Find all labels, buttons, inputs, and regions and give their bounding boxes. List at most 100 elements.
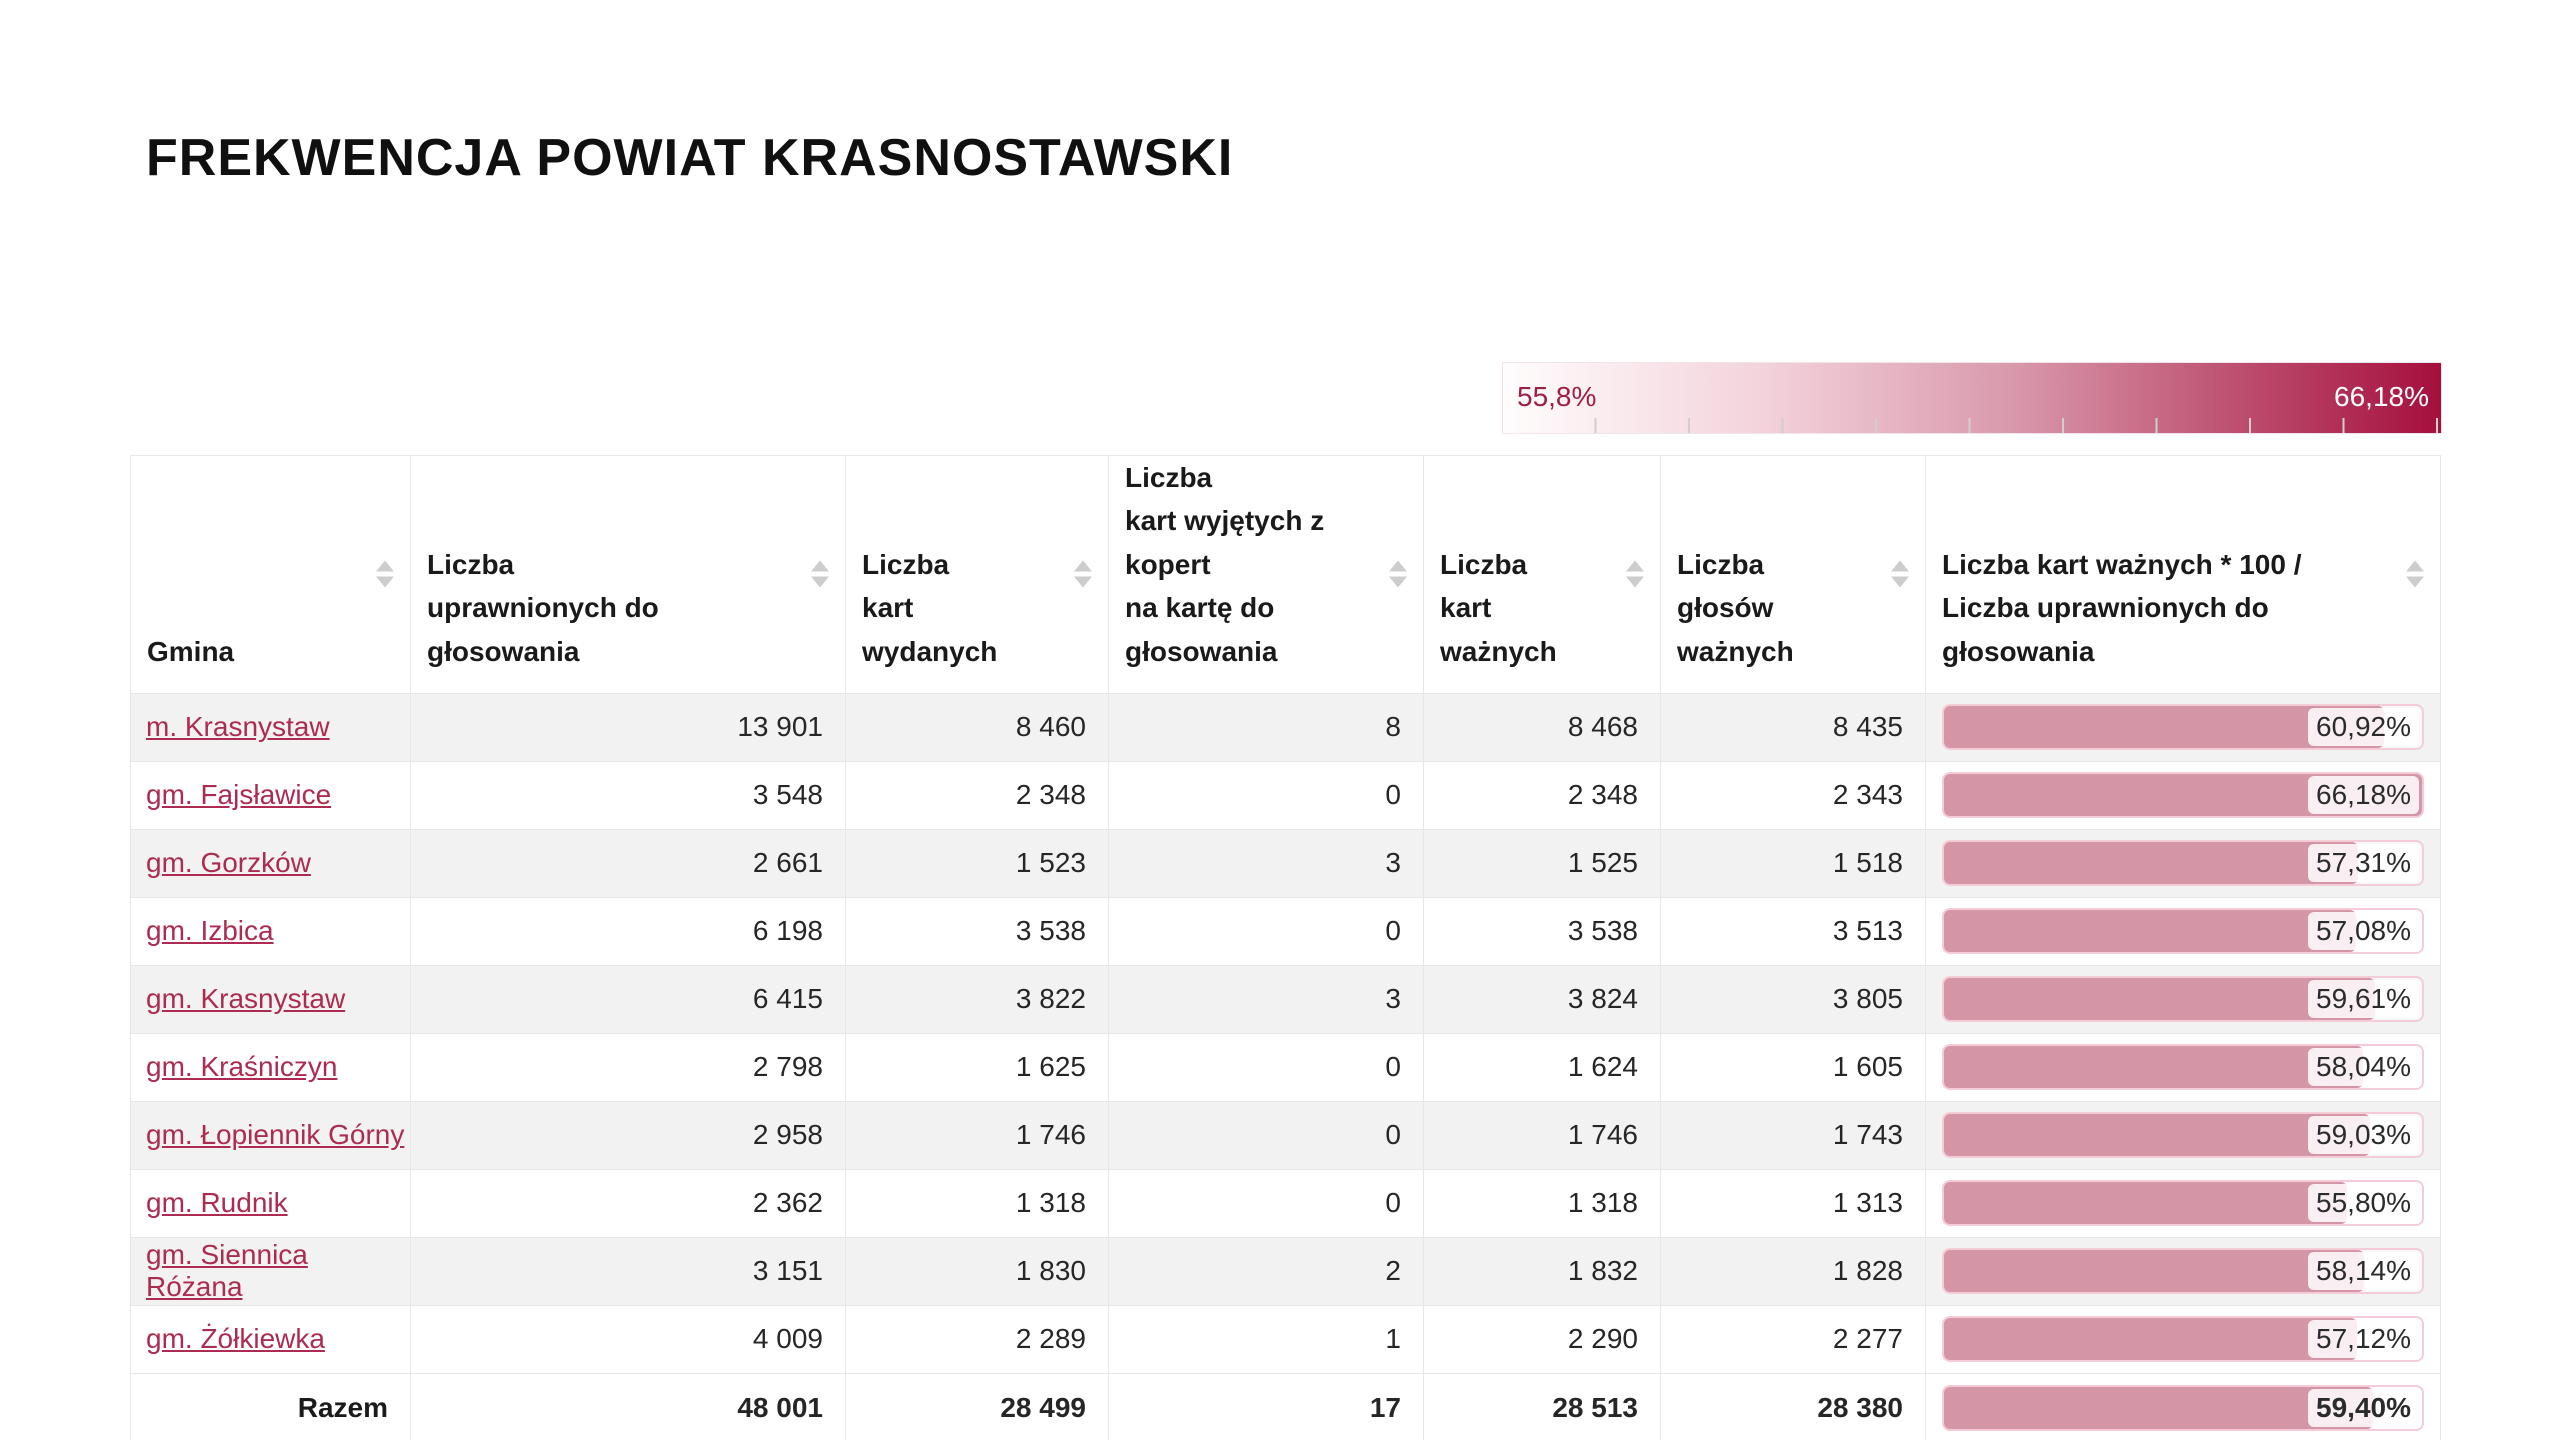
column-header-frekwencja[interactable]: Liczba kart ważnych * 100 / Liczba upraw… [1925,455,2441,694]
total-karty-wyjete: 17 [1108,1372,1424,1440]
turnout-cell: 66,18% [1925,760,2441,830]
column-header-karty-wazne[interactable]: Liczba kart ważnych [1423,455,1661,694]
gmina-link[interactable]: m. Krasnystaw [146,711,330,743]
cell-karty-wyjete: 0 [1108,1032,1424,1102]
table-row: gm. Krasnystaw 6 415 3 822 3 3 824 3 805… [130,964,2441,1034]
turnout-value-label: 57,08% [2308,912,2419,951]
sort-icon[interactable] [376,560,394,588]
cell-karty-wyjete: 0 [1108,760,1424,830]
cell-glosy-wazne: 1 605 [1660,1032,1926,1102]
turnout-cell: 57,08% [1925,896,2441,966]
cell-karty-wyjete: 0 [1108,1168,1424,1238]
sort-icon[interactable] [1891,560,1909,588]
cell-karty-wydane: 1 746 [845,1100,1109,1170]
table-row: gm. Rudnik 2 362 1 318 0 1 318 1 313 55,… [130,1168,2441,1238]
gmina-cell: gm. Krasnystaw [130,964,411,1034]
table-header-row: Gmina Liczba uprawnionych do głosowania … [130,455,2441,694]
turnout-bar-track: 58,14% [1942,1248,2424,1295]
cell-glosy-wazne: 2 277 [1660,1304,1926,1374]
cell-uprawnieni: 6 415 [410,964,846,1034]
sort-icon[interactable] [1074,560,1092,588]
gmina-cell: gm. Fajsławice [130,760,411,830]
turnout-bar-fill [1944,1387,2374,1430]
table-row: gm. Siennica Różana 3 151 1 830 2 1 832 … [130,1236,2441,1306]
column-header-uprawnieni[interactable]: Liczba uprawnionych do głosowania [410,455,846,694]
gmina-link[interactable]: gm. Gorzków [146,847,311,879]
cell-karty-wydane: 8 460 [845,692,1109,762]
cell-uprawnieni: 2 958 [410,1100,846,1170]
sort-icon[interactable] [1389,560,1407,588]
gmina-link[interactable]: gm. Żółkiewka [146,1323,325,1355]
sort-icon[interactable] [2406,560,2424,588]
cell-karty-wyjete: 1 [1108,1304,1424,1374]
gmina-cell: gm. Gorzków [130,828,411,898]
column-header-karty-wyjete[interactable]: Liczba kart wyjętych z kopert na kartę d… [1108,455,1424,694]
page-title: FREKWENCJA POWIAT KRASNOSTAWSKI [146,129,1234,187]
cell-karty-wydane: 1 830 [845,1236,1109,1306]
cell-karty-wydane: 1 625 [845,1032,1109,1102]
gmina-link[interactable]: gm. Krasnystaw [146,983,346,1015]
turnout-cell: 58,04% [1925,1032,2441,1102]
gmina-link[interactable]: gm. Izbica [146,915,274,947]
turnout-value-label: 59,40% [2308,1389,2419,1428]
gmina-link[interactable]: gm. Fajsławice [146,779,332,811]
total-karty-wydane: 28 499 [845,1372,1109,1440]
cell-karty-wydane: 1 523 [845,828,1109,898]
cell-karty-wyjete: 8 [1108,692,1424,762]
cell-karty-wyjete: 0 [1108,1100,1424,1170]
cell-karty-wyjete: 3 [1108,964,1424,1034]
column-header-gmina[interactable]: Gmina [130,455,411,694]
total-karty-wazne: 28 513 [1423,1372,1661,1440]
table-row: gm. Żółkiewka 4 009 2 289 1 2 290 2 277 … [130,1304,2441,1374]
turnout-value-label: 59,03% [2308,1116,2419,1155]
gmina-cell: m. Krasnystaw [130,692,411,762]
cell-glosy-wazne: 2 343 [1660,760,1926,830]
total-label: Razem [130,1372,411,1440]
cell-glosy-wazne: 1 518 [1660,828,1926,898]
legend-ticks [1503,418,2441,433]
sort-icon[interactable] [811,560,829,588]
cell-karty-wazne: 1 624 [1423,1032,1661,1102]
column-header-label: Liczba kart ważnych [1440,548,1557,667]
turnout-value-label: 66,18% [2308,776,2419,815]
gmina-link[interactable]: gm. Rudnik [146,1187,288,1219]
total-turnout-cell: 59,40% [1925,1372,2441,1440]
gmina-cell: gm. Izbica [130,896,411,966]
table-total-row: Razem 48 001 28 499 17 28 513 28 380 59,… [130,1372,2441,1440]
turnout-bar-track: 59,61% [1942,976,2424,1023]
turnout-table: Gmina Liczba uprawnionych do głosowania … [130,455,2441,1440]
sort-icon[interactable] [1626,560,1644,588]
gmina-link[interactable]: gm. Siennica Różana [146,1239,308,1303]
column-header-label: Liczba uprawnionych do głosowania [427,548,659,667]
turnout-bar-fill [1944,1318,2357,1361]
turnout-value-label: 55,80% [2308,1184,2419,1223]
turnout-bar-fill [1944,1182,2348,1225]
cell-karty-wydane: 2 289 [845,1304,1109,1374]
gmina-link[interactable]: gm. Łopiennik Górny [146,1119,405,1151]
table-row: m. Krasnystaw 13 901 8 460 8 8 468 8 435… [130,692,2441,762]
cell-glosy-wazne: 3 513 [1660,896,1926,966]
turnout-value-label: 58,14% [2308,1252,2419,1291]
turnout-bar-track: 59,40% [1942,1385,2424,1432]
cell-karty-wydane: 3 538 [845,896,1109,966]
column-header-label: Liczba kart wyjętych z kopert na kartę d… [1125,462,1325,667]
turnout-value-label: 57,31% [2308,844,2419,883]
cell-glosy-wazne: 1 743 [1660,1100,1926,1170]
turnout-bar-track: 57,31% [1942,840,2424,887]
cell-uprawnieni: 2 362 [410,1168,846,1238]
turnout-cell: 57,12% [1925,1304,2441,1374]
cell-uprawnieni: 2 798 [410,1032,846,1102]
turnout-cell: 58,14% [1925,1236,2441,1306]
column-header-label: Liczba głosów ważnych [1677,548,1794,667]
cell-glosy-wazne: 8 435 [1660,692,1926,762]
turnout-bar-track: 66,18% [1942,772,2424,819]
gmina-link[interactable]: gm. Kraśniczyn [146,1051,338,1083]
gmina-cell: gm. Kraśniczyn [130,1032,411,1102]
turnout-value-label: 58,04% [2308,1048,2419,1087]
table-row: gm. Gorzków 2 661 1 523 3 1 525 1 518 57… [130,828,2441,898]
gmina-cell: gm. Żółkiewka [130,1304,411,1374]
column-header-glosy-wazne[interactable]: Liczba głosów ważnych [1660,455,1926,694]
cell-karty-wydane: 2 348 [845,760,1109,830]
column-header-karty-wydane[interactable]: Liczba kart wydanych [845,455,1109,694]
